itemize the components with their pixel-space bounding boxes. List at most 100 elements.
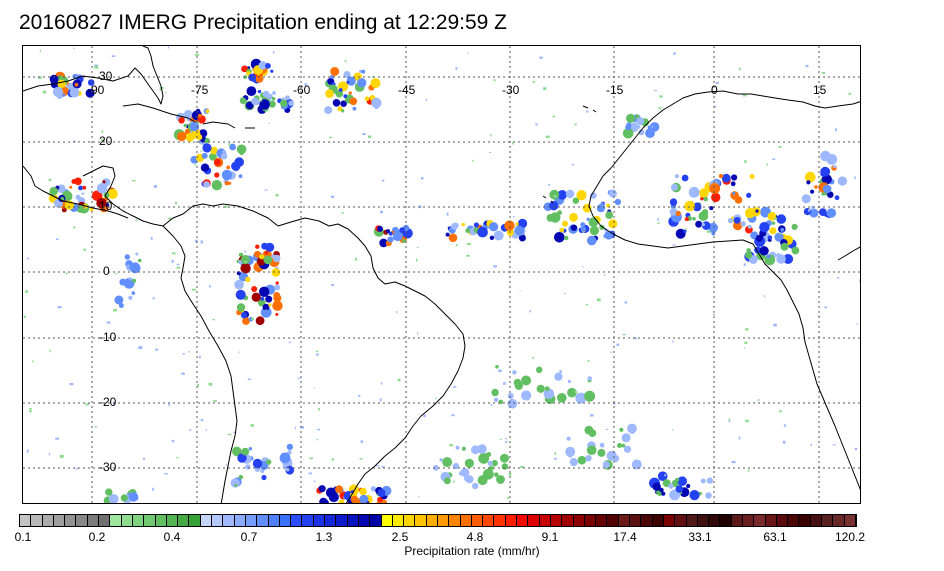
- precip-cell: [767, 212, 777, 221]
- precip-cell: [275, 312, 279, 316]
- precip-cell: [232, 446, 242, 457]
- precip-cell: [270, 69, 274, 73]
- colorbar-tick: 4.8: [466, 530, 484, 544]
- precip-cell: [482, 468, 494, 480]
- colorbar-tick: 17.4: [613, 530, 637, 544]
- precip-speck: [313, 387, 315, 389]
- precip-cell: [826, 208, 837, 218]
- precip-cell: [517, 218, 528, 229]
- precip-speck: [706, 230, 711, 233]
- precip-cell: [240, 263, 251, 274]
- precip-cell: [239, 97, 247, 104]
- precip-speck: [168, 403, 170, 407]
- precip-speck: [238, 351, 240, 353]
- precip-cell: [612, 455, 620, 462]
- colorbar-cell: [596, 515, 608, 526]
- precip-speck: [172, 252, 176, 255]
- precip-cell: [507, 392, 514, 399]
- precip-cell: [580, 226, 587, 232]
- lon-label-neg75: -75: [191, 83, 209, 97]
- precip-speck: [381, 466, 385, 468]
- colorbar-cell: [573, 515, 585, 526]
- colorbar-cell: [20, 515, 32, 526]
- precip-cell: [245, 101, 254, 110]
- precip-cell: [771, 221, 776, 225]
- precip-speck: [23, 315, 26, 318]
- precip-speck: [854, 447, 858, 451]
- precip-cell: [52, 86, 64, 97]
- precip-speck: [743, 263, 746, 266]
- colorbar-cell: [415, 515, 427, 526]
- precip-cell: [381, 499, 387, 503]
- precip-cell: [657, 471, 668, 482]
- precip-cell: [718, 173, 724, 179]
- precip-speck: [131, 180, 136, 182]
- precip-cell: [755, 234, 763, 242]
- precip-cell: [135, 252, 139, 256]
- colorbar-tick: 2.5: [391, 530, 409, 544]
- precip-cell: [602, 461, 610, 469]
- precip-speck: [728, 418, 731, 421]
- precip-speck: [188, 351, 190, 353]
- lon-label-neg30: -30: [502, 83, 520, 97]
- precip-cell: [465, 475, 474, 484]
- colorbar-cell: [347, 515, 359, 526]
- precip-speck: [817, 239, 819, 241]
- colorbar-cell: [799, 515, 811, 526]
- precip-speck: [587, 359, 590, 362]
- precip-cell: [683, 229, 687, 233]
- colorbar-label: Precipitation rate (mm/hr): [404, 544, 540, 558]
- precip-cell: [626, 113, 636, 123]
- precip-speck: [331, 195, 334, 198]
- precip-cell: [688, 186, 700, 198]
- colorbar-cell: [833, 515, 845, 526]
- precip-speck: [331, 284, 335, 286]
- precip-cell: [257, 89, 262, 94]
- precip-speck: [341, 212, 344, 214]
- precip-speck: [832, 165, 837, 168]
- precip-cell: [568, 453, 573, 458]
- precip-speck: [344, 59, 347, 62]
- precip-speck: [55, 437, 59, 440]
- precip-speck: [367, 135, 372, 138]
- precip-cell: [605, 211, 614, 220]
- precip-speck: [651, 125, 653, 129]
- precip-cell: [515, 222, 519, 226]
- precip-speck: [375, 465, 380, 467]
- precip-cell: [536, 384, 545, 393]
- precip-cell: [577, 455, 587, 465]
- precip-cell: [377, 225, 383, 232]
- precip-cell: [108, 494, 119, 503]
- precip-cell: [222, 150, 226, 154]
- coastline-canaries: [582, 105, 597, 113]
- precip-speck: [824, 306, 827, 309]
- precip-speck: [155, 348, 159, 351]
- precip-cell: [263, 255, 273, 265]
- precip-cell: [652, 482, 661, 491]
- coastline-yucatan: [82, 165, 116, 197]
- precip-cell: [238, 174, 243, 179]
- precip-speck: [81, 192, 85, 195]
- colorbar-cell: [200, 515, 213, 526]
- coastlines: [23, 46, 860, 503]
- precip-cell: [330, 74, 335, 79]
- precip-cell: [700, 478, 706, 484]
- precip-cell: [810, 205, 815, 210]
- precip-cell: [622, 127, 634, 139]
- precip-speck: [195, 239, 198, 243]
- colorbar-cell: [607, 515, 619, 526]
- precip-cell: [401, 239, 406, 243]
- precip-speck: [452, 480, 455, 483]
- precip-cell: [275, 281, 279, 285]
- precip-cell: [746, 248, 751, 253]
- precip-cell: [259, 286, 270, 297]
- precip-speck: [275, 194, 279, 197]
- precip-cell: [564, 235, 569, 241]
- precip-speck: [778, 146, 782, 148]
- precip-speck: [616, 343, 620, 346]
- precip-cell: [487, 460, 493, 466]
- colorbar-cell: [754, 515, 766, 526]
- precip-cell: [820, 166, 831, 177]
- precip-cell: [554, 372, 563, 381]
- precip-cell: [461, 222, 465, 227]
